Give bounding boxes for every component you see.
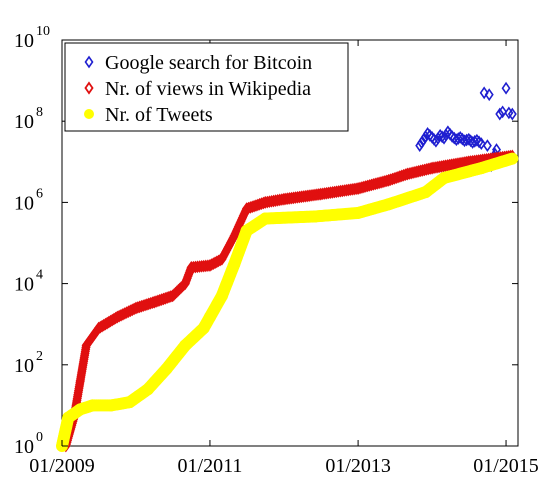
y-tick-label-exponent: 0 xyxy=(36,430,43,445)
series-point xyxy=(507,107,517,121)
legend-label: Google search for Bitcoin xyxy=(105,52,312,74)
legend: Google search for Bitcoin Nr. of views in… xyxy=(64,42,349,132)
y-tick-label: 10 xyxy=(14,192,34,214)
series-point xyxy=(441,128,451,142)
series-point xyxy=(429,132,439,146)
x-tick-label: 01/2011 xyxy=(178,455,243,477)
series-1 xyxy=(61,149,517,453)
series-point xyxy=(495,107,505,121)
series-point xyxy=(417,136,427,150)
legend-box xyxy=(64,42,349,132)
series-point xyxy=(501,81,511,95)
series-point xyxy=(437,130,447,144)
series-point xyxy=(506,152,519,165)
series-point xyxy=(421,130,431,143)
y-tick-label: 10 xyxy=(14,355,34,377)
legend-marker xyxy=(84,109,94,119)
series-point xyxy=(479,86,489,100)
series-point xyxy=(415,139,425,153)
legend-marker xyxy=(84,81,94,95)
series-layer xyxy=(56,81,519,453)
series-point xyxy=(425,128,435,142)
y-tick-label: 10 xyxy=(14,274,34,296)
y-tick-label-exponent: 10 xyxy=(36,24,50,39)
series-point xyxy=(445,127,455,141)
y-tick-label-exponent: 6 xyxy=(36,186,43,201)
series-point xyxy=(498,105,508,119)
y-tick-label: 10 xyxy=(14,30,34,52)
x-tick-label: 01/2009 xyxy=(29,455,95,477)
x-tick-label: 01/2015 xyxy=(473,455,539,477)
series-point xyxy=(482,139,492,153)
y-tick-label: 10 xyxy=(14,111,34,133)
legend-label: Nr. of Tweets xyxy=(105,104,213,126)
series-point xyxy=(472,133,482,147)
series-point xyxy=(474,135,484,149)
y-tick-label-exponent: 2 xyxy=(36,349,43,364)
y-tick-label-exponent: 4 xyxy=(36,268,43,283)
series-point xyxy=(476,137,486,151)
y-tick-label: 10 xyxy=(14,436,34,458)
legend-marker xyxy=(84,55,94,69)
y-tick-label-exponent: 8 xyxy=(36,105,43,120)
series-point xyxy=(433,131,443,145)
series-point xyxy=(484,88,494,102)
legend-label: Nr. of views in Wikipedia xyxy=(105,78,311,100)
x-tick-label: 01/2013 xyxy=(325,455,391,477)
series-2 xyxy=(56,152,519,452)
